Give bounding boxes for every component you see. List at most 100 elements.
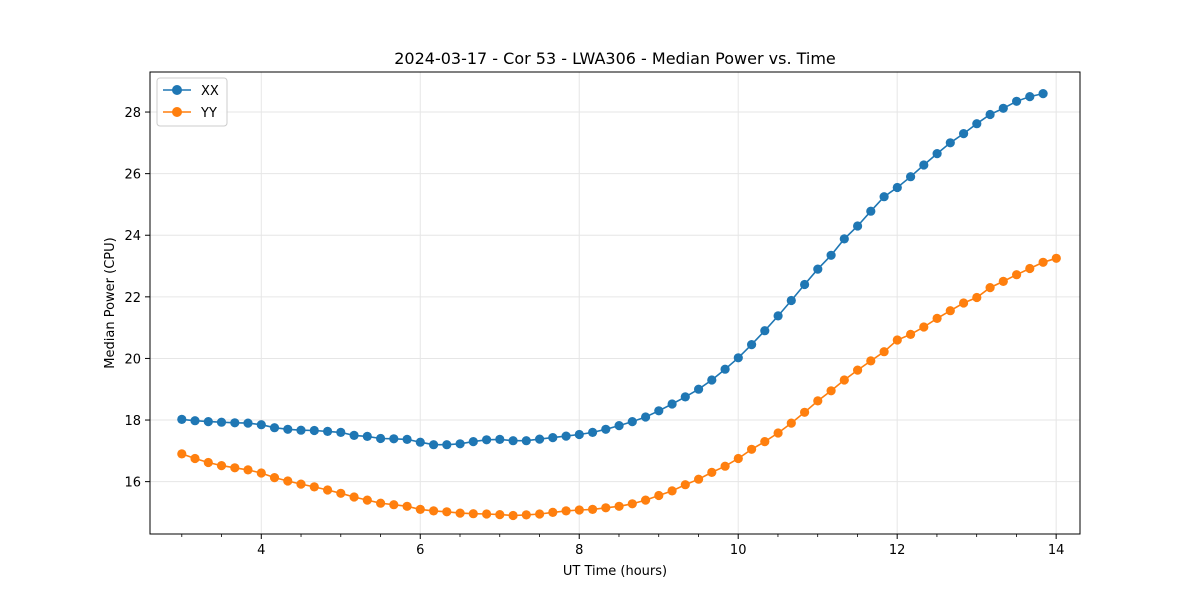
- data-point-xx: [508, 436, 518, 446]
- chart-title: 2024-03-17 - Cor 53 - LWA306 - Median Po…: [394, 49, 836, 68]
- data-point-yy: [190, 453, 200, 464]
- data-point-xx: [415, 437, 425, 447]
- y-tick-label: 20: [124, 352, 141, 367]
- data-point-xx: [614, 421, 624, 431]
- data-point-yy: [733, 453, 743, 464]
- data-point-yy: [786, 418, 796, 428]
- data-point-yy: [402, 501, 412, 511]
- data-point-xx: [601, 424, 611, 434]
- data-point-xx: [230, 418, 240, 428]
- data-point-xx: [309, 425, 319, 436]
- data-point-xx: [879, 192, 889, 202]
- data-point-xx: [747, 340, 757, 350]
- y-tick-label: 24: [124, 229, 141, 244]
- data-point-yy: [800, 407, 810, 417]
- data-point-xx: [985, 109, 995, 120]
- data-point-yy: [548, 507, 558, 517]
- x-tick-label: 4: [257, 543, 265, 558]
- y-tick-label: 22: [124, 291, 141, 306]
- data-point-yy: [1012, 270, 1022, 280]
- data-point-yy: [694, 474, 704, 484]
- data-point-xx: [283, 424, 293, 434]
- data-point-yy: [482, 509, 492, 519]
- data-point-yy: [521, 510, 531, 520]
- data-point-yy: [216, 461, 227, 471]
- data-point-xx: [455, 439, 465, 449]
- data-point-xx: [468, 437, 478, 447]
- data-point-xx: [800, 279, 810, 290]
- data-point-yy: [203, 457, 213, 468]
- data-point-xx: [972, 119, 982, 129]
- data-point-xx: [667, 399, 677, 409]
- data-point-yy: [853, 365, 863, 375]
- data-point-xx: [641, 412, 651, 422]
- data-point-yy: [720, 461, 730, 471]
- data-point-yy: [588, 504, 598, 514]
- y-tick-label: 16: [124, 476, 141, 491]
- x-tick-label: 14: [1048, 543, 1065, 558]
- data-point-yy: [535, 509, 545, 519]
- plot-frame: [149, 71, 1081, 535]
- data-point-xx: [402, 434, 412, 444]
- legend-label-xx: XX: [201, 84, 219, 99]
- data-point-yy: [574, 505, 584, 515]
- data-point-xx: [323, 426, 333, 436]
- data-point-xx: [932, 149, 942, 159]
- data-point-xx: [203, 417, 213, 427]
- data-point-yy: [601, 503, 611, 513]
- data-point-yy: [468, 509, 478, 519]
- data-point-yy: [773, 428, 783, 438]
- data-point-xx: [216, 417, 227, 427]
- data-point-yy: [866, 356, 876, 366]
- data-point-xx: [1012, 96, 1022, 106]
- data-point-yy: [442, 507, 452, 517]
- data-point-xx: [853, 221, 863, 231]
- x-tick-label: 12: [889, 543, 906, 558]
- data-point-yy: [362, 495, 372, 505]
- data-point-xx: [906, 172, 916, 182]
- data-point-yy: [680, 480, 690, 490]
- data-point-xx: [720, 364, 730, 374]
- data-point-yy: [945, 306, 955, 316]
- data-point-xx: [707, 375, 717, 385]
- grid: [150, 72, 1080, 534]
- data-point-yy: [296, 479, 306, 489]
- data-point-yy: [323, 485, 333, 495]
- data-point-yy: [932, 313, 942, 323]
- data-point-yy: [508, 510, 518, 521]
- data-point-yy: [879, 347, 889, 357]
- data-point-yy: [336, 488, 346, 498]
- data-point-xx: [177, 414, 187, 424]
- data-point-yy: [985, 283, 995, 293]
- data-point-yy: [1025, 263, 1035, 274]
- data-point-yy: [230, 463, 240, 473]
- data-point-yy: [641, 495, 651, 505]
- x-tick-label: 8: [575, 543, 583, 558]
- data-point-xx: [694, 384, 704, 394]
- y-tick-label: 28: [124, 106, 141, 121]
- data-point-xx: [680, 392, 690, 402]
- data-point-xx: [813, 264, 823, 274]
- data-point-xx: [190, 416, 200, 426]
- data-point-xx: [826, 250, 836, 260]
- legend-marker-xx: [172, 85, 182, 95]
- x-axis-label: UT Time (hours): [563, 564, 667, 579]
- data-point-xx: [945, 138, 955, 148]
- data-point-yy: [998, 276, 1008, 286]
- axis-ticks: 4 6 8 10 12 14 16 18 20 22 24 26 28: [124, 106, 1064, 558]
- data-point-xx: [429, 440, 439, 450]
- data-point-xx: [389, 434, 399, 444]
- data-point-yy: [455, 508, 465, 518]
- data-point-xx: [521, 436, 531, 446]
- y-tick-label: 26: [124, 168, 141, 183]
- data-point-xx: [495, 434, 505, 444]
- data-point-yy: [429, 506, 439, 516]
- data-point-xx: [998, 103, 1008, 113]
- y-axis-label: Median Power (CPU): [103, 237, 118, 368]
- data-point-yy: [1038, 257, 1048, 267]
- data-point-xx: [482, 435, 492, 445]
- data-point-xx: [733, 353, 743, 363]
- data-point-xx: [1038, 89, 1048, 99]
- data-point-xx: [256, 420, 266, 430]
- data-point-xx: [773, 311, 783, 321]
